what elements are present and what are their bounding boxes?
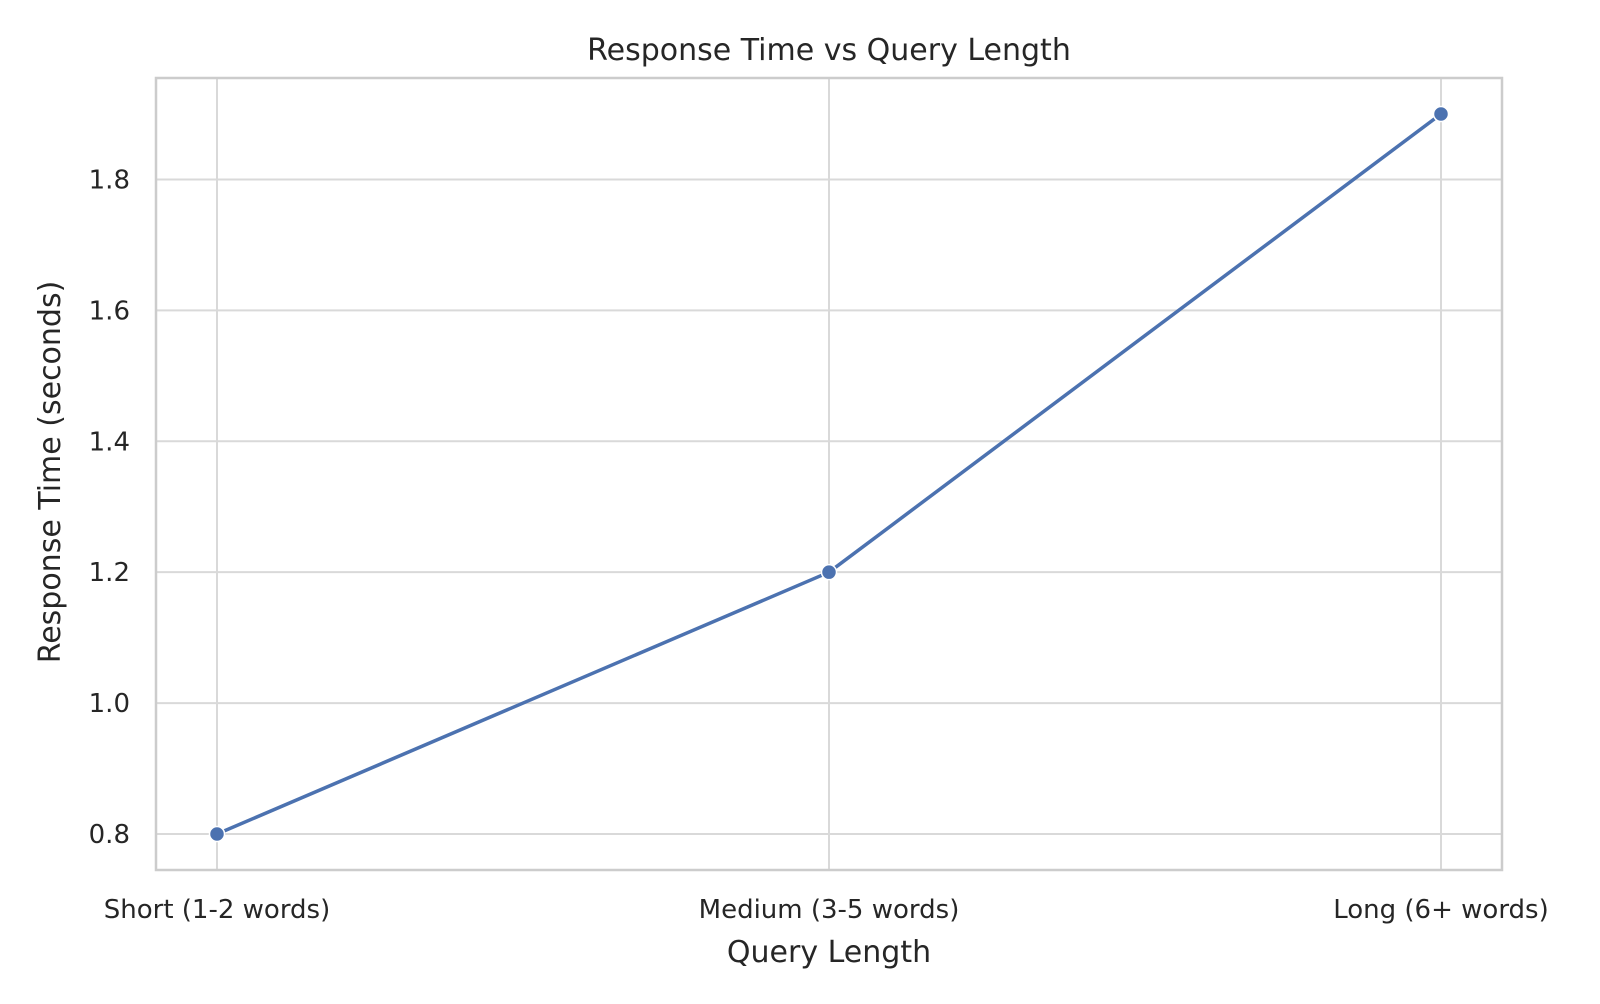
grid-lines [156, 78, 1502, 870]
data-point [208, 825, 226, 843]
x-tick-label: Medium (3-5 words) [699, 895, 960, 925]
y-tick-label: 1.6 [89, 296, 130, 326]
y-tick-label: 1.8 [89, 165, 130, 195]
y-tick-label: 1.4 [89, 427, 130, 457]
data-point [1432, 105, 1450, 123]
x-axis-label: Query Length [727, 935, 931, 970]
chart-title: Response Time vs Query Length [587, 33, 1071, 68]
x-tick-label: Long (6+ words) [1333, 895, 1549, 925]
x-tick-labels: Short (1-2 words) Medium (3-5 words) Long … [104, 895, 1549, 925]
y-tick-label: 1.0 [89, 689, 130, 719]
series-layer [208, 105, 1450, 843]
data-point [820, 563, 838, 581]
y-tick-labels: 0.8 1.0 1.2 1.4 1.6 1.8 [89, 165, 130, 850]
y-tick-label: 0.8 [89, 820, 130, 850]
x-tick-label: Short (1-2 words) [104, 895, 331, 925]
plot-frame [154, 76, 1504, 872]
y-axis-label: Response Time (seconds) [33, 281, 68, 664]
y-tick-label: 1.2 [89, 558, 130, 588]
